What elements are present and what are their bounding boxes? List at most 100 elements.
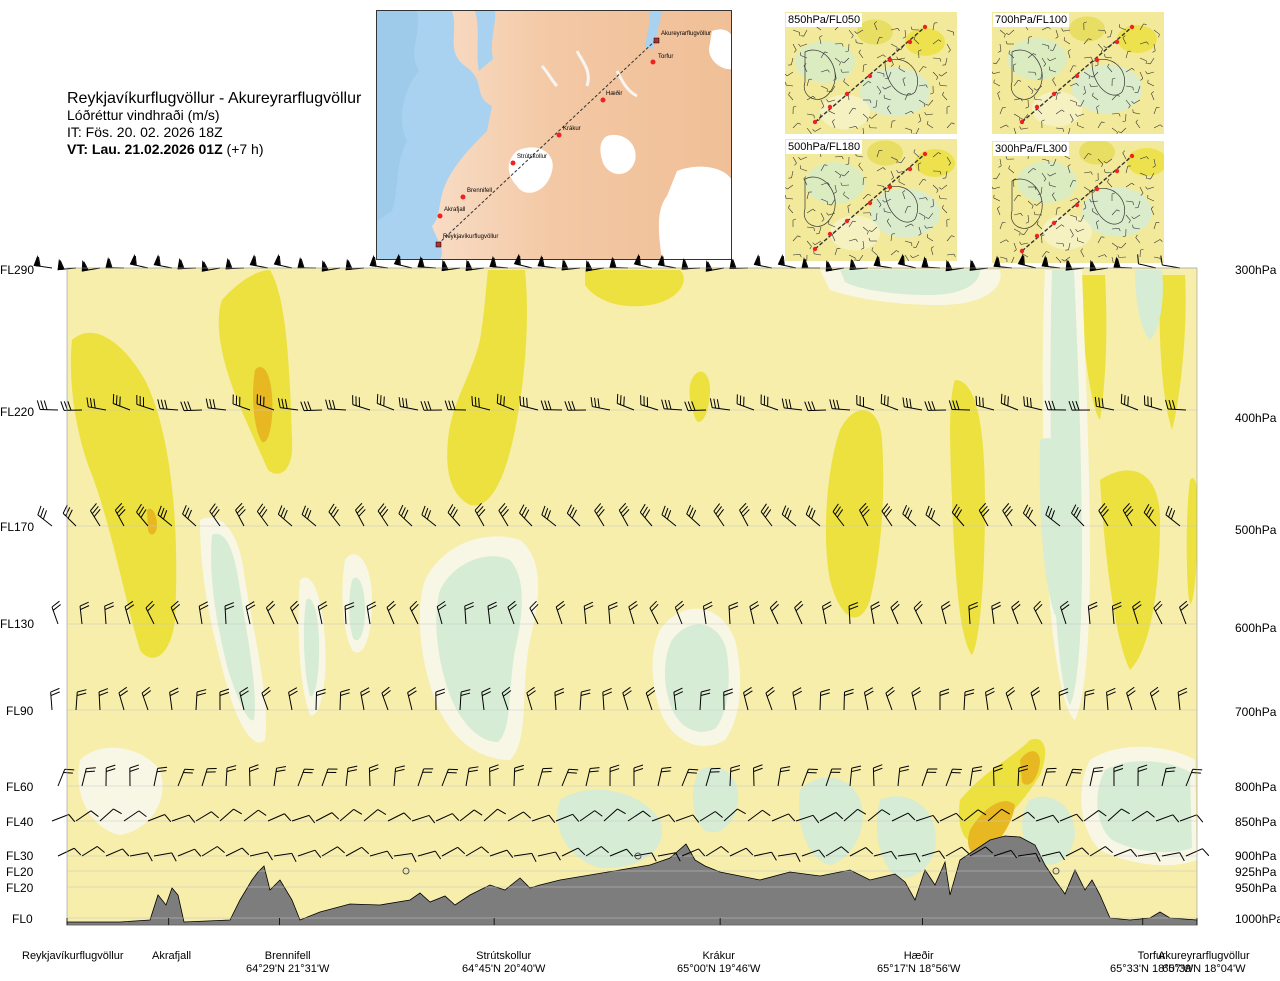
wind-barb-icon xyxy=(566,504,581,527)
wind-barb-icon xyxy=(890,600,900,625)
mini-map-svg xyxy=(785,12,957,134)
fl-label-fl40: FL40 xyxy=(6,815,34,829)
wind-barb-icon xyxy=(681,258,701,270)
location-name: Brennifell xyxy=(264,950,311,962)
wind-barb-icon xyxy=(393,253,413,269)
wind-barb-icon xyxy=(1126,686,1136,711)
wind-barb-icon xyxy=(526,686,536,711)
wind-barb-icon xyxy=(464,601,474,625)
mini-map-svg xyxy=(992,12,1164,134)
wind-barb-icon xyxy=(843,688,854,711)
wind-barb-icon xyxy=(129,764,140,787)
wind-barb-icon xyxy=(37,505,53,527)
wind-barb-icon xyxy=(531,814,556,824)
wind-barb-icon xyxy=(633,764,644,787)
wind-barb-icon xyxy=(771,813,796,822)
wind-barb-icon xyxy=(657,766,672,787)
waypoint-akrafjall[interactable]: Akrafjall xyxy=(437,207,466,219)
wind-barb-icon xyxy=(1041,851,1065,861)
wind-barb-icon xyxy=(1059,813,1084,822)
wind-barb-icon xyxy=(760,503,773,527)
wind-barb-icon xyxy=(321,846,345,857)
location-strutskollur: Strútskollur 64°45'N 20°40'W xyxy=(462,950,545,976)
wind-barb-icon xyxy=(369,254,389,269)
wind-barb-icon xyxy=(171,814,196,823)
wind-barb-icon xyxy=(795,814,820,824)
waypoint-strutskollur[interactable]: Strútskollur xyxy=(510,154,548,166)
wind-barb-icon xyxy=(177,848,202,857)
wind-barbs xyxy=(33,253,1210,863)
wind-barb-icon xyxy=(747,809,771,822)
wind-barb-icon xyxy=(345,765,358,787)
wind-barb-icon xyxy=(496,393,515,411)
waypoint-dot-icon xyxy=(556,132,562,138)
wind-barb-icon xyxy=(963,689,975,711)
fl-label-fl60: FL60 xyxy=(6,780,34,794)
wind-barb-icon xyxy=(248,764,259,787)
wind-barb-icon xyxy=(915,814,940,824)
wind-barb-icon xyxy=(321,259,341,272)
wind-barb-icon xyxy=(50,687,60,711)
wind-barb-icon xyxy=(489,849,514,858)
waypoint-dot-icon xyxy=(650,59,656,65)
wind-barb-icon xyxy=(1035,814,1060,824)
wind-barb-icon xyxy=(881,503,893,527)
wind-barb-icon xyxy=(585,259,605,272)
waypoint-reykjavikurflugvollur[interactable]: Reykjavíkurflugvöllur xyxy=(435,234,498,248)
wind-barb-icon xyxy=(436,600,447,625)
wind-barb-icon xyxy=(377,503,389,527)
wind-barb-icon xyxy=(633,253,653,269)
wind-barb-icon xyxy=(57,847,82,857)
wind-barb-icon xyxy=(627,810,651,822)
wind-barb-icon xyxy=(393,765,405,787)
mini-map-300[interactable]: 300hPa/FL300 xyxy=(992,141,1164,263)
location-reykjavikurflugvollur: Reykjavíkurflugvöllur xyxy=(22,950,123,963)
route-map[interactable]: Akureyrarflugvöllur Torfur Hæðir Krákur … xyxy=(376,10,732,260)
mini-map-svg xyxy=(992,141,1164,263)
wind-barb-icon xyxy=(297,768,314,787)
waypoint-dot-icon xyxy=(437,213,443,219)
wind-barb-icon xyxy=(1011,600,1021,625)
wind-barb-icon xyxy=(1017,764,1029,787)
wind-barb-icon xyxy=(723,688,733,711)
wind-barb-icon xyxy=(856,394,875,411)
wind-barb-icon xyxy=(387,812,412,822)
wind-barb-icon xyxy=(863,687,874,711)
wind-barb-icon xyxy=(465,846,489,857)
wind-barb-icon xyxy=(489,764,499,787)
hpa-label-950: 950hPa xyxy=(1235,881,1277,895)
mini-map-500[interactable]: 500hPa/FL180 xyxy=(785,139,957,261)
wind-barb-icon xyxy=(317,601,328,625)
wind-barb-icon xyxy=(924,401,947,411)
wind-barb-icon xyxy=(541,505,557,527)
wind-barb-icon xyxy=(57,768,75,787)
waypoint-torfur[interactable]: Torfur xyxy=(650,54,674,65)
waypoint-krakur[interactable]: Krákur xyxy=(556,126,581,138)
mini-map-700[interactable]: 700hPa/FL100 xyxy=(992,12,1164,134)
wind-barb-icon xyxy=(1011,811,1036,822)
wind-barb-icon xyxy=(829,399,851,411)
waypoint-brennifell[interactable]: Brennifell xyxy=(460,188,493,200)
wind-barb-icon xyxy=(991,601,1001,625)
wind-barb-icon xyxy=(129,253,149,269)
wind-barb-icon xyxy=(699,811,723,822)
wind-barb-icon xyxy=(249,254,269,269)
wind-barb-icon xyxy=(291,814,316,824)
waypoint-akureyrarflugvollur[interactable]: Akureyrarflugvöllur xyxy=(653,31,711,44)
wind-barb-icon xyxy=(781,398,803,411)
wind-barb-icon xyxy=(897,253,917,269)
wind-barb-icon xyxy=(124,600,135,625)
waypoint-haedir[interactable]: Hæðir xyxy=(600,90,623,103)
valid-time-row: VT: Lau. 21.02.2026 01Z (+7 h) xyxy=(67,141,361,158)
wind-barb-icon xyxy=(474,502,486,527)
wind-barb-icon xyxy=(105,256,125,269)
wind-barb-icon xyxy=(114,502,126,527)
wind-barb-icon xyxy=(386,600,396,625)
wind-barb-icon xyxy=(1089,766,1104,787)
fl-label-fl0: FL0 xyxy=(12,912,33,926)
wind-barb-icon xyxy=(939,688,950,711)
wind-barb-icon xyxy=(345,846,370,857)
wind-barb-icon xyxy=(585,846,609,857)
wind-barb-icon xyxy=(519,504,533,527)
mini-map-850[interactable]: 850hPa/FL050 xyxy=(785,12,957,134)
